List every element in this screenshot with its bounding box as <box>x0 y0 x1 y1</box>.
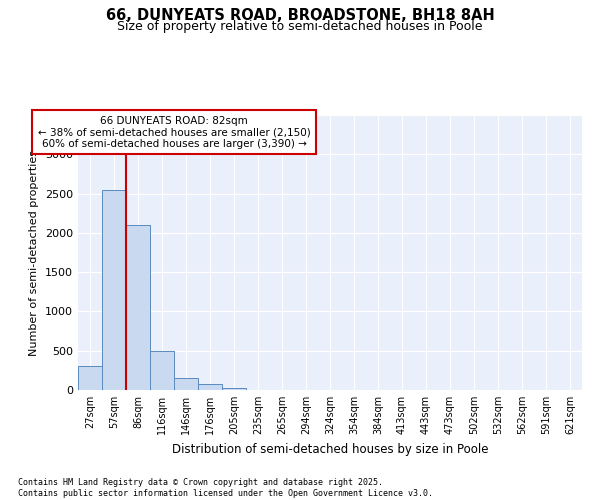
Bar <box>198 384 222 390</box>
Text: Size of property relative to semi-detached houses in Poole: Size of property relative to semi-detach… <box>117 20 483 33</box>
Bar <box>150 350 174 390</box>
Bar <box>126 225 150 390</box>
Text: Contains HM Land Registry data © Crown copyright and database right 2025.
Contai: Contains HM Land Registry data © Crown c… <box>18 478 433 498</box>
Text: 66 DUNYEATS ROAD: 82sqm
← 38% of semi-detached houses are smaller (2,150)
60% of: 66 DUNYEATS ROAD: 82sqm ← 38% of semi-de… <box>38 116 310 149</box>
Text: 66, DUNYEATS ROAD, BROADSTONE, BH18 8AH: 66, DUNYEATS ROAD, BROADSTONE, BH18 8AH <box>106 8 494 22</box>
Bar <box>78 366 102 390</box>
Bar <box>102 190 126 390</box>
Bar <box>222 388 246 390</box>
Bar <box>174 378 198 390</box>
Y-axis label: Number of semi-detached properties: Number of semi-detached properties <box>29 150 40 356</box>
X-axis label: Distribution of semi-detached houses by size in Poole: Distribution of semi-detached houses by … <box>172 442 488 456</box>
